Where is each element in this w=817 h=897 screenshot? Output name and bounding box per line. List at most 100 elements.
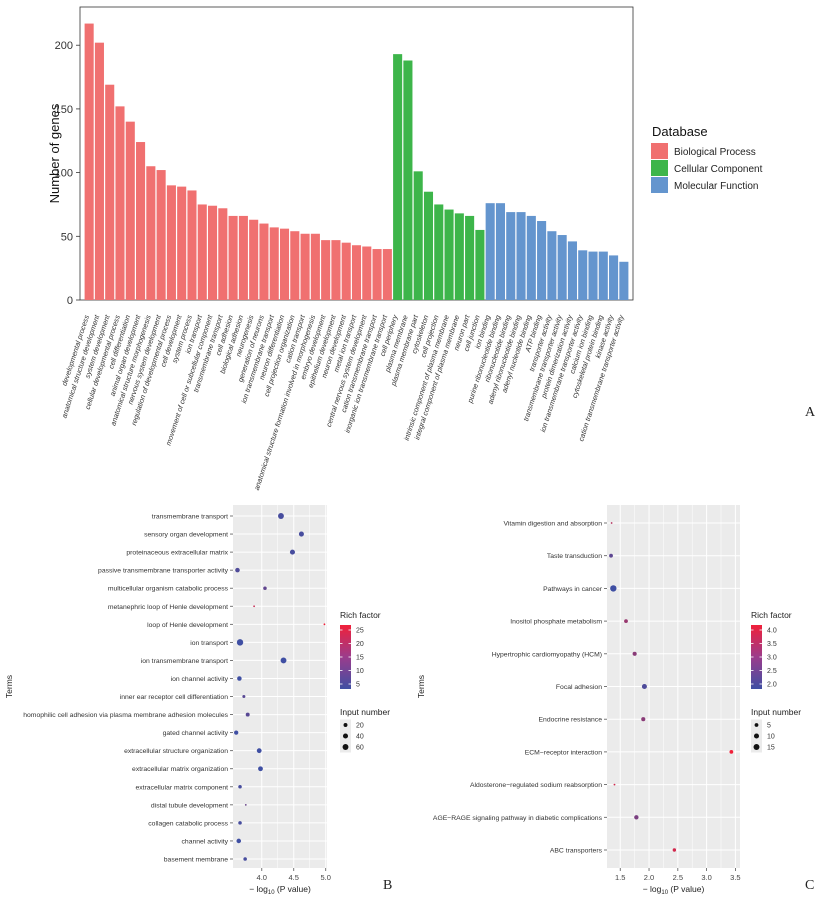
x-tick-label: 2.5: [673, 873, 683, 882]
term-label: transmembrane transport: [152, 514, 228, 521]
x-tick-label: 3.5: [730, 873, 740, 882]
point-age-rage-signaling-pathway-in-diabetic-complications: [634, 815, 639, 820]
point-extracellular-matrix-organization: [258, 766, 263, 772]
bar-transporter-activity: [547, 231, 557, 300]
legend-size-title: Input number: [340, 707, 390, 717]
term-label: extracellular structure organization: [124, 748, 228, 755]
size-label: 60: [356, 745, 364, 752]
legend-label: Molecular Function: [674, 181, 758, 192]
term-label: channel activity: [182, 838, 229, 845]
bar-cation-transmembrane-transporter-activity: [619, 261, 629, 300]
bar-ion-transmembrane-transport: [269, 227, 279, 300]
colorbar-label: 2.5: [767, 668, 777, 675]
size-key: [753, 733, 760, 739]
x-tick-label: 4.0: [257, 873, 267, 882]
point-vitamin-digestion-and-absorption: [610, 522, 613, 524]
x-axis-title-main: − log: [249, 884, 268, 894]
size-key: [343, 723, 348, 727]
legend-color-title: Rich factor: [340, 610, 381, 620]
x-axis-title-tail: (P value): [275, 884, 311, 894]
y-tick-label: 0: [67, 295, 73, 307]
point-transmembrane-transport: [278, 513, 284, 519]
bar-anatomical-structure-morphogenesis: [146, 166, 156, 300]
point-focal-adhesion: [641, 683, 647, 690]
bar-plasma-membrane-part: [413, 171, 423, 300]
term-label: homophilic cell adhesion via plasma memb…: [23, 712, 228, 719]
bar-neurogenesis: [249, 219, 259, 300]
point-hypertrophic-cardiomyopathy-hcm: [632, 651, 637, 656]
bar-nervous-system-development: [156, 170, 166, 300]
bar-developmental-process: [84, 23, 94, 300]
term-label: Aldosterone−regulated sodium reabsorptio…: [470, 782, 602, 789]
bar-movement-of-cell-or-subcellular-component: [207, 205, 218, 300]
point-ecm-receptor-interaction: [729, 750, 734, 754]
point-passive-transmembrane-transporter-activity: [235, 567, 240, 573]
term-label: passive transmembrane transporter activi…: [98, 568, 229, 575]
bar-ion-binding: [485, 203, 495, 300]
term-label: AGE−RAGE signaling pathway in diabetic c…: [433, 815, 603, 822]
bar-neuron-differentiation: [279, 228, 290, 300]
point-homophilic-cell-adhesion-via-plasma-membrane-adhesion-molecules: [245, 712, 250, 717]
bar-cation-transmembrane-transport: [372, 249, 382, 300]
panel-c: 1.5 2.0 2.5 3.0 3.5 Vitamin digestion and abs…: [416, 505, 814, 896]
term-label: extracellular matrix organization: [132, 766, 228, 773]
point-ion-transport: [236, 639, 244, 646]
bar-protein-dimerization-activity: [567, 241, 577, 300]
bar-cell-development: [177, 186, 187, 300]
bar-cell-junction: [475, 229, 485, 300]
colorbar-label: 3.0: [767, 655, 777, 662]
x-axis-title-sub: 10: [268, 890, 275, 896]
legend-key-biological-process: [651, 143, 668, 159]
size-key: [342, 744, 349, 750]
term-label: Pathways in cancer: [543, 586, 603, 593]
bar-intrinsic-component-of-plasma-membrane: [444, 209, 454, 300]
bar-inorganic-ion-transmembrane-transport: [382, 249, 392, 300]
size-label: 10: [767, 734, 775, 741]
legend-key-molecular-function: [651, 177, 668, 193]
legend-label: Biological Process: [674, 147, 756, 158]
bar-regulation-of-developmental-process: [166, 185, 176, 300]
point-loop-of-henle-development: [323, 623, 326, 626]
point-ion-transmembrane-transport: [280, 657, 287, 664]
colorbar-label: 15: [356, 655, 364, 662]
size-key: [753, 744, 760, 750]
bar-neuron-part: [465, 215, 475, 300]
legend-title: Database: [652, 124, 708, 139]
legend-key-cellular-component: [651, 160, 668, 176]
point-inner-ear-receptor-cell-differentiation: [242, 695, 246, 699]
size-key: [754, 723, 759, 727]
bar-ion-transport: [197, 204, 207, 300]
y-axis-title: Number of genes: [47, 103, 62, 203]
bar-cell-adhesion: [228, 215, 238, 300]
bar-embryo-development: [321, 240, 331, 300]
bar-system-process: [187, 190, 197, 300]
bar-cell-projection-organization: [290, 231, 300, 300]
bar-cell-periphery: [393, 54, 403, 300]
size-label: 15: [767, 745, 775, 752]
bar-ribonucleotide-binding: [506, 212, 516, 300]
term-label: inner ear receptor cell differentiation: [120, 694, 229, 701]
colorbar-label: 4.0: [767, 628, 777, 635]
point-proteinaceous-extracellular-matrix: [289, 549, 295, 555]
bar-cation-transport: [300, 233, 310, 300]
point-multicellular-organism-catabolic-process: [263, 586, 267, 590]
point-distal-tubule-development: [244, 803, 247, 806]
legend-color-title: Rich factor: [751, 610, 792, 620]
term-label: ion transport: [190, 640, 228, 647]
bar-anatomical-structure-formation-involved-in-morphogenesis: [310, 233, 320, 300]
bar-transmembrane-transport: [218, 208, 228, 300]
bar-adenyl-ribonucleotide-binding: [516, 212, 526, 300]
size-label: 5: [767, 723, 771, 730]
point-endocrine-resistance: [641, 717, 646, 722]
size-label: 20: [356, 723, 364, 730]
term-label: proteinaceous extracellular matrix: [126, 550, 228, 557]
point-extracellular-matrix-component: [238, 785, 242, 789]
bar-cell-projection: [434, 204, 444, 300]
point-collagen-catabolic-process: [238, 821, 242, 825]
x-tick-label: 4.5: [289, 873, 299, 882]
y-axis-title: Terms: [4, 675, 14, 698]
bar-neuron-development: [341, 242, 351, 300]
y-tick-label: 100: [55, 168, 73, 180]
bar-atp-binding: [537, 221, 547, 300]
